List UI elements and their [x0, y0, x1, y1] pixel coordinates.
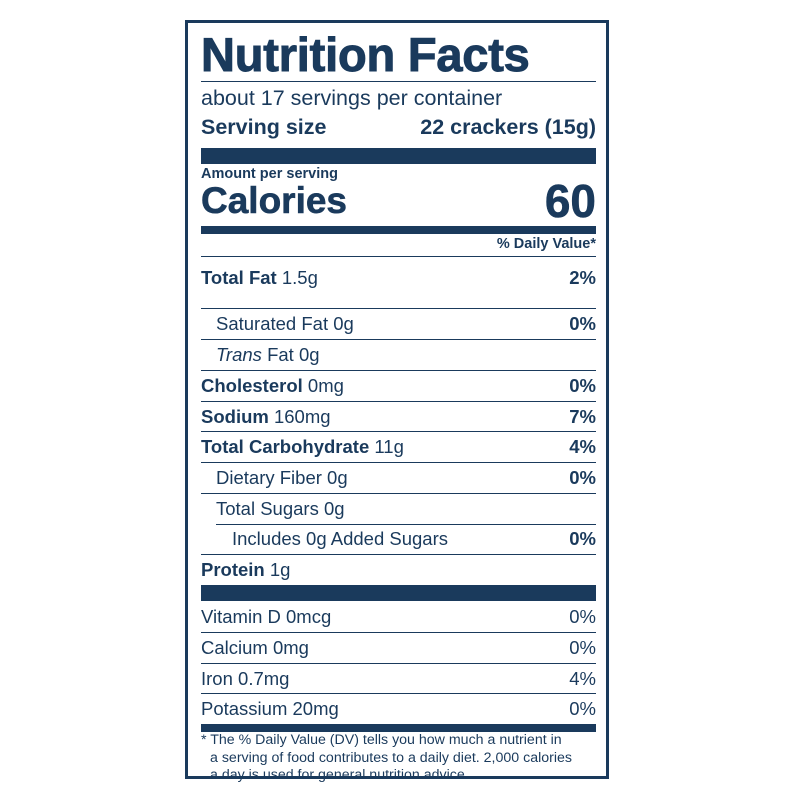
nutrient-name: Fat — [267, 344, 294, 365]
medium-divider — [201, 226, 596, 234]
amount-per-serving: Amount per serving — [201, 166, 338, 182]
nutrient-dv: 0% — [569, 375, 596, 396]
divider — [201, 693, 596, 694]
nutrient-amount: 11g — [374, 436, 404, 457]
medium-divider — [201, 724, 596, 732]
divider — [201, 401, 596, 402]
nutrient-name: Sodium — [201, 406, 269, 427]
calories-value: 60 — [544, 175, 597, 228]
divider — [201, 431, 596, 432]
vitamin-name: Vitamin D — [201, 606, 281, 627]
nutrient-row-total-sugars: Total Sugars 0g — [201, 494, 596, 524]
divider — [201, 308, 596, 309]
vitamin-amount: 0mcg — [286, 606, 332, 627]
footnote-line: a serving of food contributes to a daily… — [210, 749, 572, 766]
divider — [201, 462, 596, 463]
nutrient-amount: 160mg — [273, 406, 331, 427]
vitamin-dv: 4% — [569, 668, 596, 689]
servings-per-container: about 17 servings per container — [201, 86, 503, 110]
nutrient-amount: 1.5g — [281, 267, 318, 288]
nutrient-name: Total Fat — [201, 267, 277, 288]
nutrient-dv: 7% — [569, 406, 596, 427]
divider — [201, 493, 596, 494]
nutrient-amount: 1g — [269, 559, 291, 580]
nutrient-amount: 0mg — [307, 375, 344, 396]
vitamin-name: Calcium — [201, 637, 268, 658]
divider — [201, 663, 596, 664]
nutrient-name: Dietary Fiber — [216, 467, 322, 488]
footnote-line: a day is used for general nutrition advi… — [210, 767, 469, 783]
nutrient-dv: 2% — [569, 267, 596, 288]
serving-size-row: Serving size 22 crackers (15g) — [201, 114, 596, 140]
divider — [201, 554, 596, 555]
daily-value-header: % Daily Value* — [496, 236, 596, 252]
divider — [201, 632, 596, 633]
nutrient-row-protein: Protein 1g — [201, 555, 596, 585]
nutrient-row-added-sugars: Includes 0g Added Sugars 0% — [201, 524, 596, 554]
label-title: Nutrition Facts — [201, 28, 531, 82]
vitamin-dv: 0% — [569, 698, 596, 719]
nutrient-amount: 0g — [333, 313, 354, 334]
divider — [201, 256, 596, 257]
nutrient-amount: 0g — [298, 344, 320, 365]
nutrient-amount: 0g — [327, 467, 348, 488]
vitamin-row-potassium: Potassium 20mg 0% — [201, 694, 596, 724]
vitamin-name: Iron — [201, 668, 233, 689]
vitamin-dv: 0% — [569, 606, 596, 627]
nutrient-dv: 0% — [569, 467, 596, 488]
divider — [201, 339, 596, 340]
nutrient-row-dietary-fiber: Dietary Fiber 0g 0% — [201, 463, 596, 493]
nutrient-name-italic: Trans — [216, 344, 262, 365]
nutrient-amount: 0g — [323, 498, 345, 519]
calories-row: Calories 60 — [201, 175, 597, 228]
serving-size-label: Serving size — [201, 115, 327, 139]
nutrient-dv: 0% — [569, 313, 596, 334]
nutrient-row-total-carbohydrate: Total Carbohydrate 11g 4% — [201, 432, 596, 462]
nutrient-name: Includes 0g Added Sugars — [232, 528, 448, 549]
nutrient-name: Total Sugars — [216, 498, 319, 519]
thick-divider — [201, 585, 596, 601]
vitamin-row-calcium: Calcium 0mg 0% — [201, 633, 596, 663]
thick-divider — [201, 148, 596, 164]
nutrient-name: Cholesterol — [201, 375, 303, 396]
nutrient-name: Protein — [201, 559, 265, 580]
nutrient-row-total-fat: Total Fat 1.5g 2% — [201, 263, 596, 293]
vitamin-amount: 0.7mg — [238, 668, 290, 689]
divider — [201, 370, 596, 371]
nutrient-row-trans-fat: Trans Fat 0g — [201, 340, 596, 370]
nutrient-row-sodium: Sodium 160mg 7% — [201, 402, 596, 432]
vitamin-row-iron: Iron 0.7mg 4% — [201, 664, 596, 694]
vitamin-row-vitamin-d: Vitamin D 0mcg 0% — [201, 602, 596, 632]
vitamin-amount: 20mg — [292, 698, 339, 719]
divider — [216, 524, 596, 525]
calories-label: Calories — [201, 180, 348, 222]
nutrient-dv: 0% — [569, 528, 596, 549]
nutrient-row-cholesterol: Cholesterol 0mg 0% — [201, 371, 596, 401]
vitamin-amount: 0mg — [272, 637, 309, 658]
nutrient-name: Total Carbohydrate — [201, 436, 370, 457]
vitamin-name: Potassium — [201, 698, 288, 719]
vitamin-dv: 0% — [569, 637, 596, 658]
divider — [201, 81, 596, 82]
daily-value-footnote: * The % Daily Value (DV) tells you how m… — [201, 732, 592, 785]
serving-size-value: 22 crackers (15g) — [420, 115, 596, 139]
footnote-line: * The % Daily Value (DV) tells you how m… — [201, 732, 562, 748]
nutrition-facts-label: Nutrition Facts about 17 servings per co… — [185, 20, 609, 783]
nutrient-name: Saturated Fat — [216, 313, 329, 334]
nutrient-row-saturated-fat: Saturated Fat 0g 0% — [201, 309, 596, 339]
nutrient-dv: 4% — [569, 436, 596, 457]
